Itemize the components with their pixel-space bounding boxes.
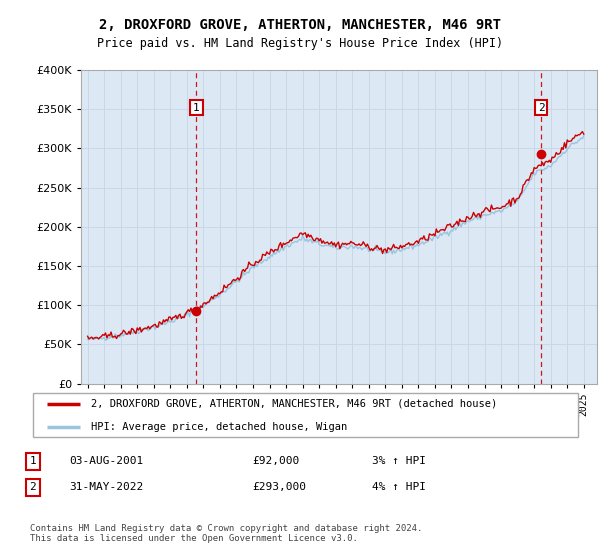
Text: 03-AUG-2001: 03-AUG-2001 — [69, 456, 143, 466]
FancyBboxPatch shape — [33, 393, 578, 437]
Text: Contains HM Land Registry data © Crown copyright and database right 2024.
This d: Contains HM Land Registry data © Crown c… — [30, 524, 422, 543]
Text: 1: 1 — [193, 102, 200, 113]
Text: HPI: Average price, detached house, Wigan: HPI: Average price, detached house, Wiga… — [91, 422, 347, 432]
Text: 3% ↑ HPI: 3% ↑ HPI — [372, 456, 426, 466]
Text: Price paid vs. HM Land Registry's House Price Index (HPI): Price paid vs. HM Land Registry's House … — [97, 37, 503, 50]
Text: 4% ↑ HPI: 4% ↑ HPI — [372, 482, 426, 492]
Text: 2: 2 — [29, 482, 37, 492]
Text: £293,000: £293,000 — [252, 482, 306, 492]
Text: 2: 2 — [538, 102, 544, 113]
Text: 2, DROXFORD GROVE, ATHERTON, MANCHESTER, M46 9RT (detached house): 2, DROXFORD GROVE, ATHERTON, MANCHESTER,… — [91, 399, 497, 409]
Text: 2, DROXFORD GROVE, ATHERTON, MANCHESTER, M46 9RT: 2, DROXFORD GROVE, ATHERTON, MANCHESTER,… — [99, 18, 501, 32]
Text: £92,000: £92,000 — [252, 456, 299, 466]
Text: 1: 1 — [29, 456, 37, 466]
Text: 31-MAY-2022: 31-MAY-2022 — [69, 482, 143, 492]
